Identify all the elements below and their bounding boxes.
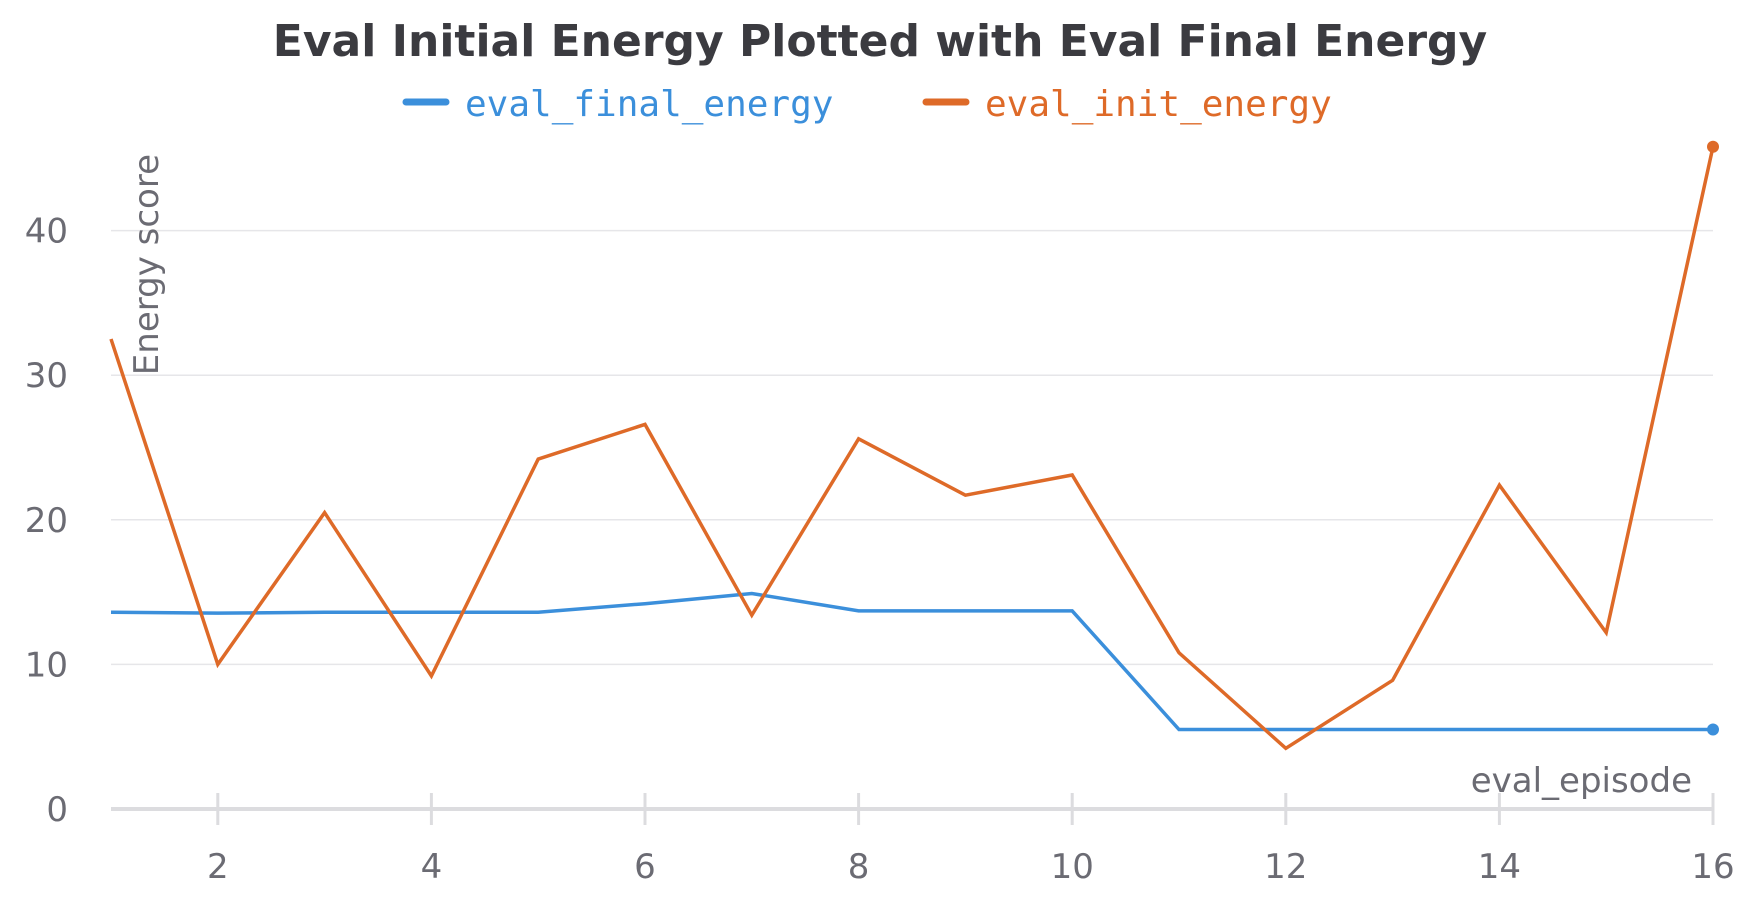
x-tick-label-12: 12: [1264, 847, 1307, 887]
series-end-marker-eval_init_energy: [1707, 140, 1719, 153]
y-tick-label-40: 40: [25, 212, 68, 252]
series-lines: [109, 140, 1719, 751]
x-tick-label-4: 4: [421, 847, 443, 887]
y-tick-label-20: 20: [25, 501, 68, 541]
x-tick-label-6: 6: [634, 847, 656, 887]
x-tick-label-2: 2: [207, 847, 229, 887]
y-tick-label-30: 30: [25, 356, 68, 396]
x-axis: 2 4 6 8 10 12 14 16: [111, 793, 1735, 887]
y-axis-label: Energy score: [127, 154, 167, 375]
series-line-eval_init_energy: [109, 146, 1715, 751]
x-tick-label-14: 14: [1478, 847, 1521, 887]
x-tick-label-10: 10: [1051, 847, 1094, 887]
series-end-marker-eval_final_energy: [1707, 723, 1719, 736]
y-axis-ticks: 0 10 20 30 40: [25, 212, 68, 830]
y-tick-label-10: 10: [25, 645, 68, 685]
y-tick-label-0: 0: [46, 790, 68, 830]
legend-label-eval_final_energy: eval_final_energy: [465, 84, 833, 125]
series-line-eval_final_energy: [110, 591, 1713, 732]
x-axis-label: eval_episode: [1471, 761, 1692, 801]
x-tick-label-8: 8: [848, 847, 870, 887]
grid-lines: [111, 229, 1713, 666]
chart-legend: eval_final_energy eval_init_energy: [402, 84, 1332, 125]
chart-title: Eval Initial Energy Plotted with Eval Fi…: [273, 16, 1487, 67]
x-tick-label-16: 16: [1691, 847, 1734, 887]
legend-label-eval_init_energy: eval_init_energy: [985, 84, 1332, 125]
